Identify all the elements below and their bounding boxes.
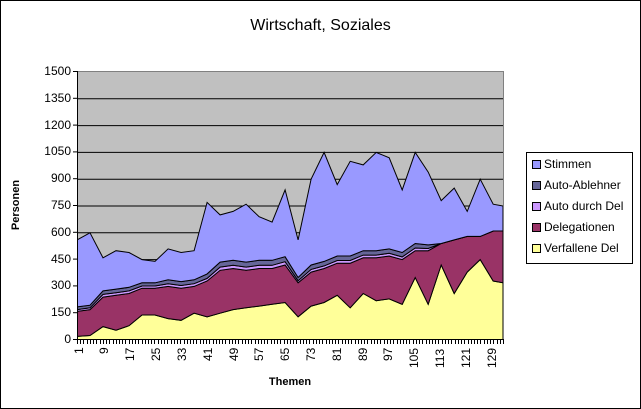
legend-item-verfallene-del: Verfallene Del: [532, 241, 619, 255]
legend-item-auto-ablehner: Auto-Ablehner: [532, 178, 621, 192]
x-tick-label: 105: [407, 347, 422, 368]
y-tick-label: 150: [50, 305, 71, 320]
x-tick-label: 121: [458, 347, 473, 368]
x-tick-label: 41: [200, 347, 215, 361]
stacked-area-chart: [77, 98, 503, 340]
x-tick-label: 65: [278, 347, 293, 361]
legend-swatch-icon: [532, 222, 541, 232]
x-tick-label: 73: [303, 347, 318, 361]
legend: Stimmen Auto-Ablehner Auto durch Del Del…: [526, 152, 633, 264]
chart-title: Wirtschaft, Soziales: [250, 17, 391, 34]
y-tick-label: 0: [64, 332, 71, 346]
legend-swatch-icon: [532, 201, 541, 211]
y-tick-label: 900: [50, 171, 71, 186]
legend-label: Delegationen: [544, 220, 615, 234]
y-tick-label: 300: [50, 278, 71, 293]
legend-label: Stimmen: [544, 157, 592, 171]
x-tick-label: 97: [381, 347, 396, 361]
y-tick-label: 1350: [44, 90, 71, 105]
x-axis-label: Themen: [268, 376, 312, 388]
y-tick-label: 750: [50, 198, 71, 212]
y-tick-label: 1050: [44, 144, 71, 159]
legend-item-auto-durch-del: Auto durch Del: [532, 199, 623, 213]
legend-item-stimmen: Stimmen: [532, 157, 591, 171]
legend-swatch-icon: [532, 159, 541, 169]
legend-label: Auto durch Del: [544, 199, 624, 213]
x-tick-label: 81: [329, 347, 344, 361]
legend-label: Auto-Ablehner: [544, 178, 621, 192]
y-tick-label: 1200: [44, 117, 71, 132]
legend-label: Verfallene Del: [544, 241, 619, 255]
legend-item-delegationen: Delegationen: [532, 220, 615, 234]
plot-area: [77, 71, 504, 340]
x-tick-label: 57: [252, 347, 267, 361]
y-tick-label: 600: [50, 224, 71, 239]
x-tick-label: 33: [174, 347, 189, 361]
x-tick-label: 89: [355, 347, 370, 361]
legend-swatch-icon: [532, 243, 541, 253]
x-tick-label: 25: [149, 347, 164, 361]
x-tick-label: 17: [123, 347, 138, 361]
area-stimmen: [77, 151, 503, 308]
legend-swatch-icon: [532, 180, 541, 190]
x-tick-label: 49: [226, 347, 241, 361]
x-tick-label: 1: [71, 347, 86, 354]
y-tick-label: 450: [50, 251, 71, 266]
y-tick-label: 1500: [44, 64, 71, 78]
x-tick-label: 129: [484, 347, 499, 368]
x-tick-label: 9: [97, 347, 112, 354]
x-tick-label: 113: [433, 348, 448, 368]
